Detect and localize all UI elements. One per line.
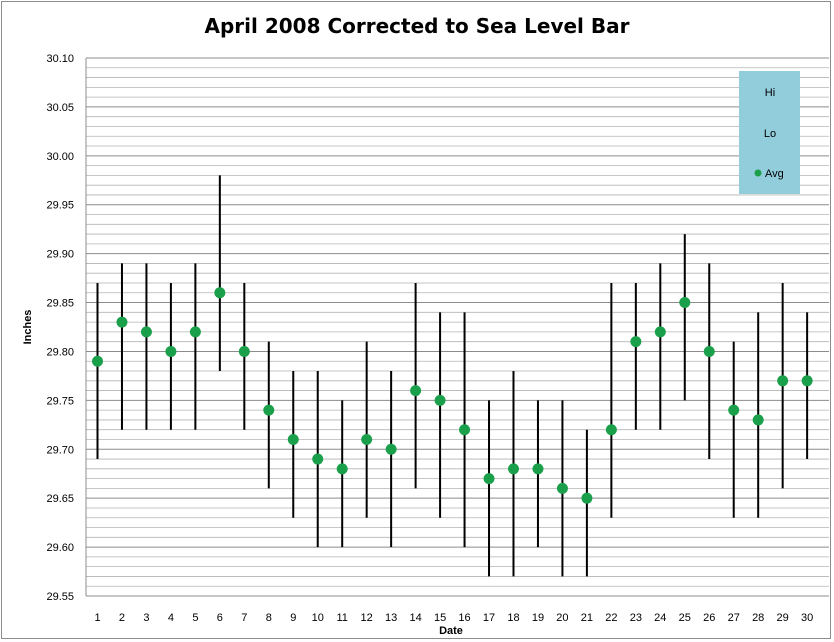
avg-marker [556,482,568,494]
x-tick-label: 16 [458,612,470,624]
x-tick-label: 30 [801,612,813,624]
legend-avg-marker [754,169,762,177]
avg-marker [189,326,201,338]
x-axis-label: Date [439,625,463,637]
avg-marker [630,336,642,348]
x-tick-label: 25 [679,612,691,624]
x-tick-label: 17 [483,612,495,624]
x-tick-label: 29 [777,612,789,624]
avg-marker [263,404,275,416]
avg-marker [459,424,471,436]
avg-marker [801,375,813,387]
legend-entry-hi: Hi [765,87,775,99]
y-tick-label: 29.85 [46,298,74,310]
x-tick-label: 15 [434,612,446,624]
avg-marker [581,492,593,504]
avg-marker [752,414,764,426]
x-tick-label: 18 [507,612,519,624]
avg-marker [116,316,128,328]
x-tick-label: 13 [385,612,397,624]
avg-marker [410,385,422,397]
avg-marker [140,326,152,338]
x-tick-labels: 1 2 3 4 5 6 7 8 9 10 11 12 13 14 15 16 17 18 19 20 21 22 23 24 2… [94,612,813,624]
y-tick-label: 29.90 [46,249,74,261]
x-tick-label: 12 [361,612,373,624]
avg-marker [238,345,250,357]
legend: Hi Lo Avg [739,71,800,194]
x-tick-label: 6 [217,612,223,624]
x-tick-label: 28 [752,612,764,624]
x-tick-label: 9 [290,612,296,624]
x-tick-label: 1 [94,612,100,624]
y-tick-label: 29.95 [46,200,74,212]
legend-entry-avg: Avg [765,168,784,180]
x-tick-label: 2 [119,612,125,624]
x-tick-label: 5 [192,612,198,624]
avg-marker [434,394,446,406]
avg-marker [165,345,177,357]
avg-marker [312,453,324,465]
avg-marker [654,326,666,338]
x-tick-label: 26 [703,612,715,624]
x-tick-label: 21 [581,612,593,624]
x-tick-label: 20 [556,612,568,624]
avg-markers [92,287,813,504]
x-tick-label: 11 [336,612,347,624]
x-tick-label: 19 [532,612,544,624]
hi-lo-lines [96,175,809,577]
x-tick-label: 23 [630,612,642,624]
x-tick-label: 14 [409,612,421,624]
gridlines [85,57,829,597]
y-tick-labels: 29.55 29.60 29.65 29.70 29.75 29.80 29.85 29.90… [46,53,74,603]
y-tick-label: 29.60 [46,542,74,554]
avg-marker [361,433,373,445]
x-tick-label: 24 [654,612,666,624]
y-tick-label: 29.70 [46,444,74,456]
y-axis-label: Inches [22,310,34,345]
y-tick-label: 30.10 [46,53,74,65]
legend-entry-lo: Lo [764,128,776,140]
x-tick-label: 10 [312,612,324,624]
avg-marker [507,463,519,475]
avg-marker [214,287,226,299]
y-tick-label: 29.65 [46,493,74,505]
y-tick-label: 29.75 [46,395,74,407]
y-tick-label: 29.80 [46,346,74,358]
x-tick-label: 7 [241,612,247,624]
avg-marker [532,463,544,475]
chart-title: April 2008 Corrected to Sea Level Bar [204,14,630,38]
legend-box [739,71,800,194]
y-tick-label: 30.05 [46,102,74,114]
avg-marker [728,404,740,416]
x-tick-label: 22 [605,612,617,624]
x-tick-label: 8 [266,612,272,624]
avg-marker [92,355,103,367]
avg-marker [336,463,348,475]
avg-marker [483,473,495,485]
avg-marker [679,297,691,309]
avg-marker [703,345,715,357]
avg-marker [385,443,397,455]
avg-marker [287,433,299,445]
y-tick-label: 29.55 [46,591,74,603]
y-tick-label: 30.00 [46,151,74,163]
x-tick-label: 4 [168,612,174,624]
avg-marker [605,424,617,436]
x-tick-label: 3 [143,612,149,624]
avg-marker [777,375,789,387]
x-tick-label: 27 [728,612,740,624]
